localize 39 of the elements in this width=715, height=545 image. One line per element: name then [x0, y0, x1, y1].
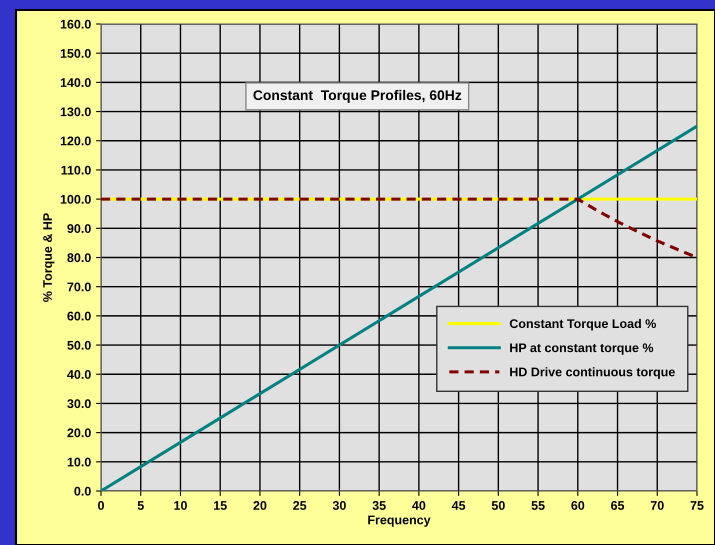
y-tick-label: 130.0 [60, 107, 91, 116]
x-tick-label: 0 [98, 501, 104, 510]
x-axis-title: Frequency [368, 516, 431, 527]
legend-label: Constant Torque Load % [510, 318, 656, 331]
x-tick-label: 70 [650, 501, 664, 510]
y-tick-label: 100.0 [60, 194, 91, 204]
y-tick-label: 70.0 [67, 282, 91, 292]
y-tick-label: 10.0 [68, 458, 91, 466]
x-tick-label: 40 [412, 501, 426, 510]
y-tick-label: 20.0 [67, 428, 91, 438]
y-axis-title: % Torque & HP [43, 213, 54, 302]
x-tick-label: 60 [571, 501, 584, 510]
y-tick-label: 80.0 [67, 253, 91, 262]
x-tick-label: 25 [293, 501, 306, 510]
y-tick-label: 160.0 [60, 20, 91, 29]
text: Constant Torque Profiles, 60Hz [253, 90, 462, 103]
x-tick-label: 65 [611, 501, 624, 510]
x-tick-label: 55 [532, 501, 545, 510]
legend-label: HD Drive continuous torque [510, 367, 675, 379]
x-tick-label: 35 [372, 501, 386, 510]
y-tick-label: 60.0 [67, 312, 91, 321]
y-tick-label: 120.0 [60, 136, 91, 146]
x-tick-label: 10 [174, 501, 187, 510]
x-tick-label: 20 [253, 501, 266, 510]
x-tick-label: 5 [138, 501, 144, 510]
x-tick-label: 30 [332, 501, 346, 510]
legend-label: HP at constant torque % [510, 343, 654, 355]
y-tick-label: 90.0 [67, 224, 91, 233]
y-tick-label: 0.0 [74, 486, 91, 496]
x-tick-label: 50 [492, 501, 505, 510]
x-tick-label: 75 [690, 501, 704, 510]
y-tick-label: 110.0 [61, 166, 91, 175]
x-tick-label: 45 [452, 501, 466, 510]
y-tick-label: 30.0 [67, 399, 91, 408]
y-tick-label: 50.0 [67, 340, 91, 350]
x-tick-label: 15 [214, 501, 227, 510]
y-tick-label: 140.0 [60, 78, 91, 88]
y-tick-label: 40.0 [67, 370, 91, 379]
y-tick-label: 150.0 [60, 48, 91, 58]
